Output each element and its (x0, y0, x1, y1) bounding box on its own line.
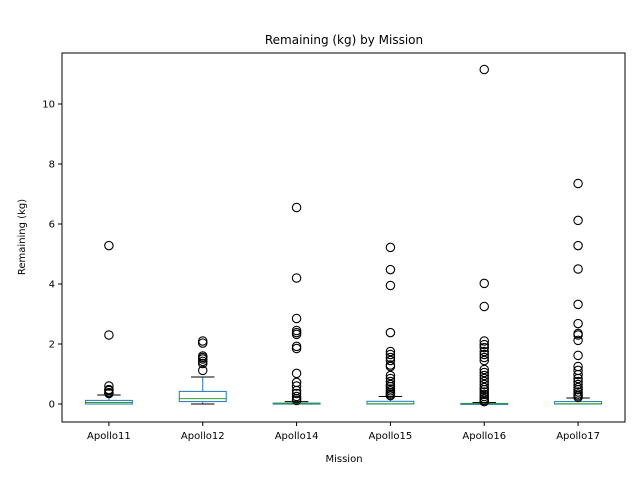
y-axis: 0 2 4 6 8 10 (42, 100, 62, 411)
y-tick-label: 2 (49, 340, 55, 351)
outlier-point (104, 240, 114, 251)
outlier-point (104, 330, 114, 340)
outlier-point (198, 354, 208, 364)
outlier-point (573, 215, 583, 226)
x-tick-label: Apollo14 (275, 431, 319, 442)
outlier-point (291, 329, 302, 340)
outlier-point (479, 396, 489, 407)
outlier-point (291, 313, 302, 324)
outlier-point (479, 346, 489, 357)
outlier-point (573, 178, 583, 189)
outlier-point (573, 392, 583, 403)
outlier-point (573, 299, 583, 310)
chart-title: Remaining (kg) by Mission (265, 33, 423, 47)
outlier-point (385, 376, 396, 387)
outlier-point (198, 365, 208, 376)
outlier-point (573, 379, 583, 390)
outlier-point (291, 202, 302, 213)
outlier-point (479, 301, 489, 312)
box-group-apollo16 (460, 64, 509, 407)
outlier-point (479, 364, 489, 375)
outlier-point (291, 341, 302, 352)
outlier-point (385, 264, 396, 275)
x-tick-label: Apollo16 (462, 431, 506, 442)
y-tick-label: 10 (42, 100, 55, 111)
outlier-point (479, 342, 489, 353)
plot-area (61, 52, 626, 423)
outlier-point (479, 355, 489, 366)
plot-layer (84, 64, 603, 407)
outlier-point (573, 318, 583, 329)
outlier-point (104, 388, 114, 399)
outlier-point (198, 338, 208, 348)
outlier-point (291, 273, 302, 283)
box-group-apollo12 (178, 336, 227, 405)
box-group-apollo14 (272, 202, 321, 406)
outlier-point (198, 336, 208, 346)
y-tick-label: 8 (49, 160, 55, 171)
outlier-point (385, 355, 396, 366)
outlier-point (479, 367, 489, 378)
outlier-point (479, 352, 489, 363)
outlier-point (479, 379, 489, 390)
outlier-point (479, 339, 489, 350)
outlier-point (291, 381, 302, 391)
outlier-point (573, 373, 583, 384)
x-tick-label: Apollo12 (181, 431, 225, 442)
outlier-point (385, 352, 396, 363)
outlier-point (479, 370, 489, 381)
outlier-point (479, 64, 489, 75)
outlier-point (479, 336, 489, 346)
iqr-box (178, 390, 227, 403)
outlier-point (291, 368, 302, 379)
y-tick-label: 6 (49, 220, 55, 231)
outlier-point (573, 264, 583, 274)
x-tick-label: Apollo17 (556, 431, 600, 442)
outlier-point (385, 280, 396, 291)
outlier-point (479, 349, 489, 360)
outlier-point (198, 358, 208, 369)
outlier-point (479, 384, 489, 395)
outlier-point (385, 390, 396, 401)
outlier-point (573, 240, 583, 251)
box-group-apollo11 (84, 240, 133, 405)
outlier-point (385, 361, 396, 372)
outlier-point (385, 349, 396, 360)
outlier-point (573, 330, 583, 340)
y-tick-label: 0 (49, 400, 55, 411)
box-group-apollo17 (554, 178, 603, 405)
x-tick-label: Apollo15 (369, 431, 413, 442)
box-group-apollo15 (366, 242, 415, 405)
outlier-point (573, 384, 583, 395)
x-tick-label: Apollo11 (87, 431, 131, 442)
outlier-point (291, 343, 302, 354)
outlier-point (573, 369, 583, 380)
outlier-point (385, 242, 396, 253)
outlier-point (479, 373, 489, 384)
y-tick-label: 4 (49, 280, 55, 291)
outlier-point (291, 388, 302, 399)
outlier-point (291, 395, 302, 406)
outlier-point (573, 335, 583, 346)
x-axis: Apollo11 Apollo12 Apollo14 Apollo15 Apollo16… (87, 422, 600, 442)
outlier-point (573, 350, 583, 361)
outlier-point (385, 346, 396, 357)
y-axis-label: Remaining (kg) (17, 199, 28, 275)
x-axis-label: Mission (325, 454, 362, 465)
outlier-point (479, 278, 489, 289)
outlier-point (385, 370, 396, 381)
outlier-point (385, 381, 396, 392)
outlier-point (104, 381, 114, 391)
outlier-point (385, 327, 396, 338)
